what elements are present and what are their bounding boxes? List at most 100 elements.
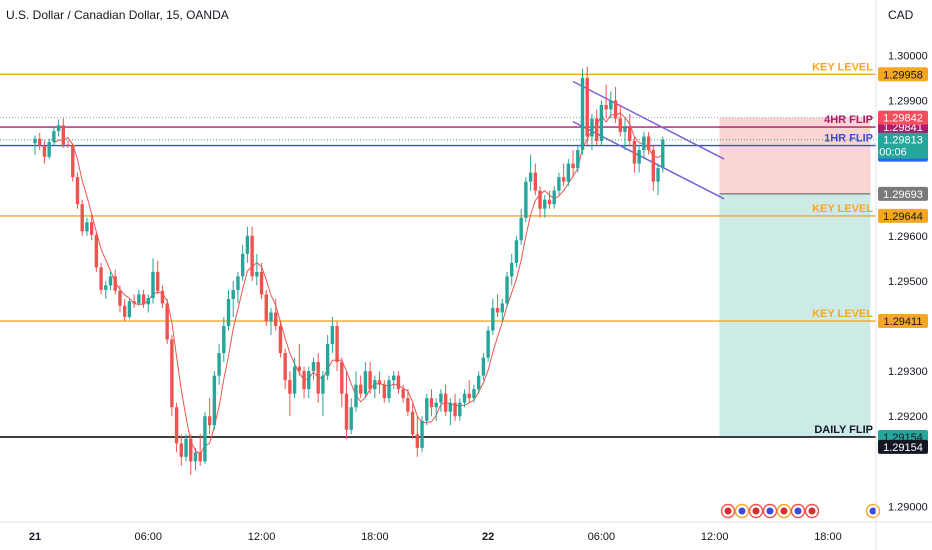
candle-body — [104, 285, 108, 290]
y-tick-label-0: 1.30000 — [888, 50, 928, 62]
candle-body — [396, 375, 401, 390]
candle-body — [368, 371, 372, 390]
candle-body — [576, 150, 580, 169]
candle-body — [561, 177, 566, 182]
y-tick-label-4: 1.29300 — [888, 366, 928, 378]
moving-average — [53, 112, 664, 455]
stop-zone — [719, 117, 871, 194]
candle-body — [108, 276, 113, 286]
y-tick-label-1: 1.29900 — [888, 95, 928, 107]
x-tick-label-2: 12:00 — [248, 531, 276, 543]
price-tags: 1.299581.298411.298001.296441.294111.291… — [878, 67, 928, 454]
candle-body — [448, 402, 453, 412]
candle-body — [189, 438, 193, 462]
level-tag-3-bg — [878, 208, 928, 223]
x-tick-label-4: 22 — [482, 531, 494, 543]
candle-body — [571, 163, 575, 169]
candle-body — [118, 290, 122, 306]
candle-body — [297, 366, 302, 372]
symbol-title: U.S. Dollar / Canadian Dollar, 15, OANDA — [6, 8, 229, 22]
x-tick-label-3: 18:00 — [361, 531, 389, 543]
price-tag-0-bg — [878, 110, 928, 125]
candle-body — [505, 276, 509, 304]
candle-body — [637, 150, 641, 164]
candle-body — [500, 303, 504, 313]
price-tag-3-bg — [878, 439, 928, 454]
candle-body — [434, 402, 438, 408]
candle-body — [467, 393, 471, 399]
candle-body — [38, 138, 42, 146]
y-tick-label-3: 1.29500 — [888, 276, 928, 288]
candle-body — [590, 118, 594, 137]
candle-body — [264, 294, 268, 322]
candle-body — [486, 330, 490, 358]
candle-body — [321, 375, 325, 394]
candle-body — [174, 407, 179, 444]
candle-body — [137, 294, 141, 304]
x-tick-label-5: 06:00 — [588, 531, 616, 543]
price-tag-3-text: 1.29154 — [883, 442, 923, 454]
price-axis: 1.30000 1.29900 1.29600 1.29500 1.29300 1.292… — [875, 0, 928, 550]
candle-body — [179, 443, 184, 457]
time-axis: 21 06:00 12:00 18:00 22 06:00 12:00 18:00 — [0, 521, 932, 543]
candle-body — [618, 118, 622, 133]
level-tag-4-text: 1.29411 — [884, 316, 923, 328]
level-tag-3-text: 1.29644 — [883, 211, 923, 223]
candle-body — [519, 217, 523, 241]
candle-body — [122, 305, 127, 317]
candle-body — [212, 375, 217, 426]
candle-body — [462, 393, 467, 403]
target-zone — [719, 193, 871, 437]
candle-body — [646, 136, 651, 151]
candles — [33, 66, 665, 475]
candle-body — [547, 199, 552, 205]
candle-body — [491, 307, 495, 331]
channel-upper-line — [572, 80, 725, 160]
candle-body — [217, 353, 221, 376]
candle-body — [458, 402, 462, 417]
event-flag-dot — [794, 507, 802, 515]
candle-body — [311, 362, 316, 372]
candle-body — [240, 253, 245, 277]
candle-body — [99, 267, 103, 290]
price-tag-1-text: 1.29813 — [883, 135, 923, 147]
level-label-0: KEY LEVEL — [812, 61, 873, 73]
candle-body — [80, 204, 84, 232]
price-tag-2-text: 1.29693 — [883, 189, 923, 201]
level-label-3: KEY LEVEL — [812, 203, 873, 215]
candle-body — [278, 326, 283, 354]
candle-body — [410, 411, 415, 435]
candle-body — [354, 384, 358, 408]
candle-body — [198, 452, 202, 462]
candle-body — [661, 139, 665, 169]
candle-body — [628, 127, 632, 142]
candle-body — [71, 145, 75, 178]
candle-body — [330, 326, 335, 345]
candle-body — [127, 301, 132, 317]
candle-body — [609, 100, 613, 110]
candle-body — [89, 222, 94, 235]
level-tag-4-bg — [878, 314, 928, 329]
candle-body — [358, 384, 363, 394]
candle-body — [566, 163, 571, 182]
candle-body — [56, 125, 61, 132]
candle-body — [231, 289, 235, 299]
candle-body — [363, 371, 368, 394]
candle-body — [259, 271, 264, 295]
candle-body — [377, 380, 382, 385]
candle-body — [255, 271, 259, 277]
position-zones — [719, 117, 871, 437]
candle-body — [524, 181, 528, 218]
candle-body — [226, 298, 231, 327]
candle-body — [453, 402, 457, 417]
candle-body — [151, 271, 155, 299]
level-label-5: DAILY FLIP — [814, 424, 873, 436]
candle-body — [203, 416, 207, 462]
x-tick-label-6: 12:00 — [701, 531, 729, 543]
candle-body — [132, 301, 136, 304]
candle-body — [599, 104, 604, 142]
candle-body — [325, 344, 330, 376]
candle-body — [85, 222, 89, 232]
candle-body — [160, 290, 165, 304]
